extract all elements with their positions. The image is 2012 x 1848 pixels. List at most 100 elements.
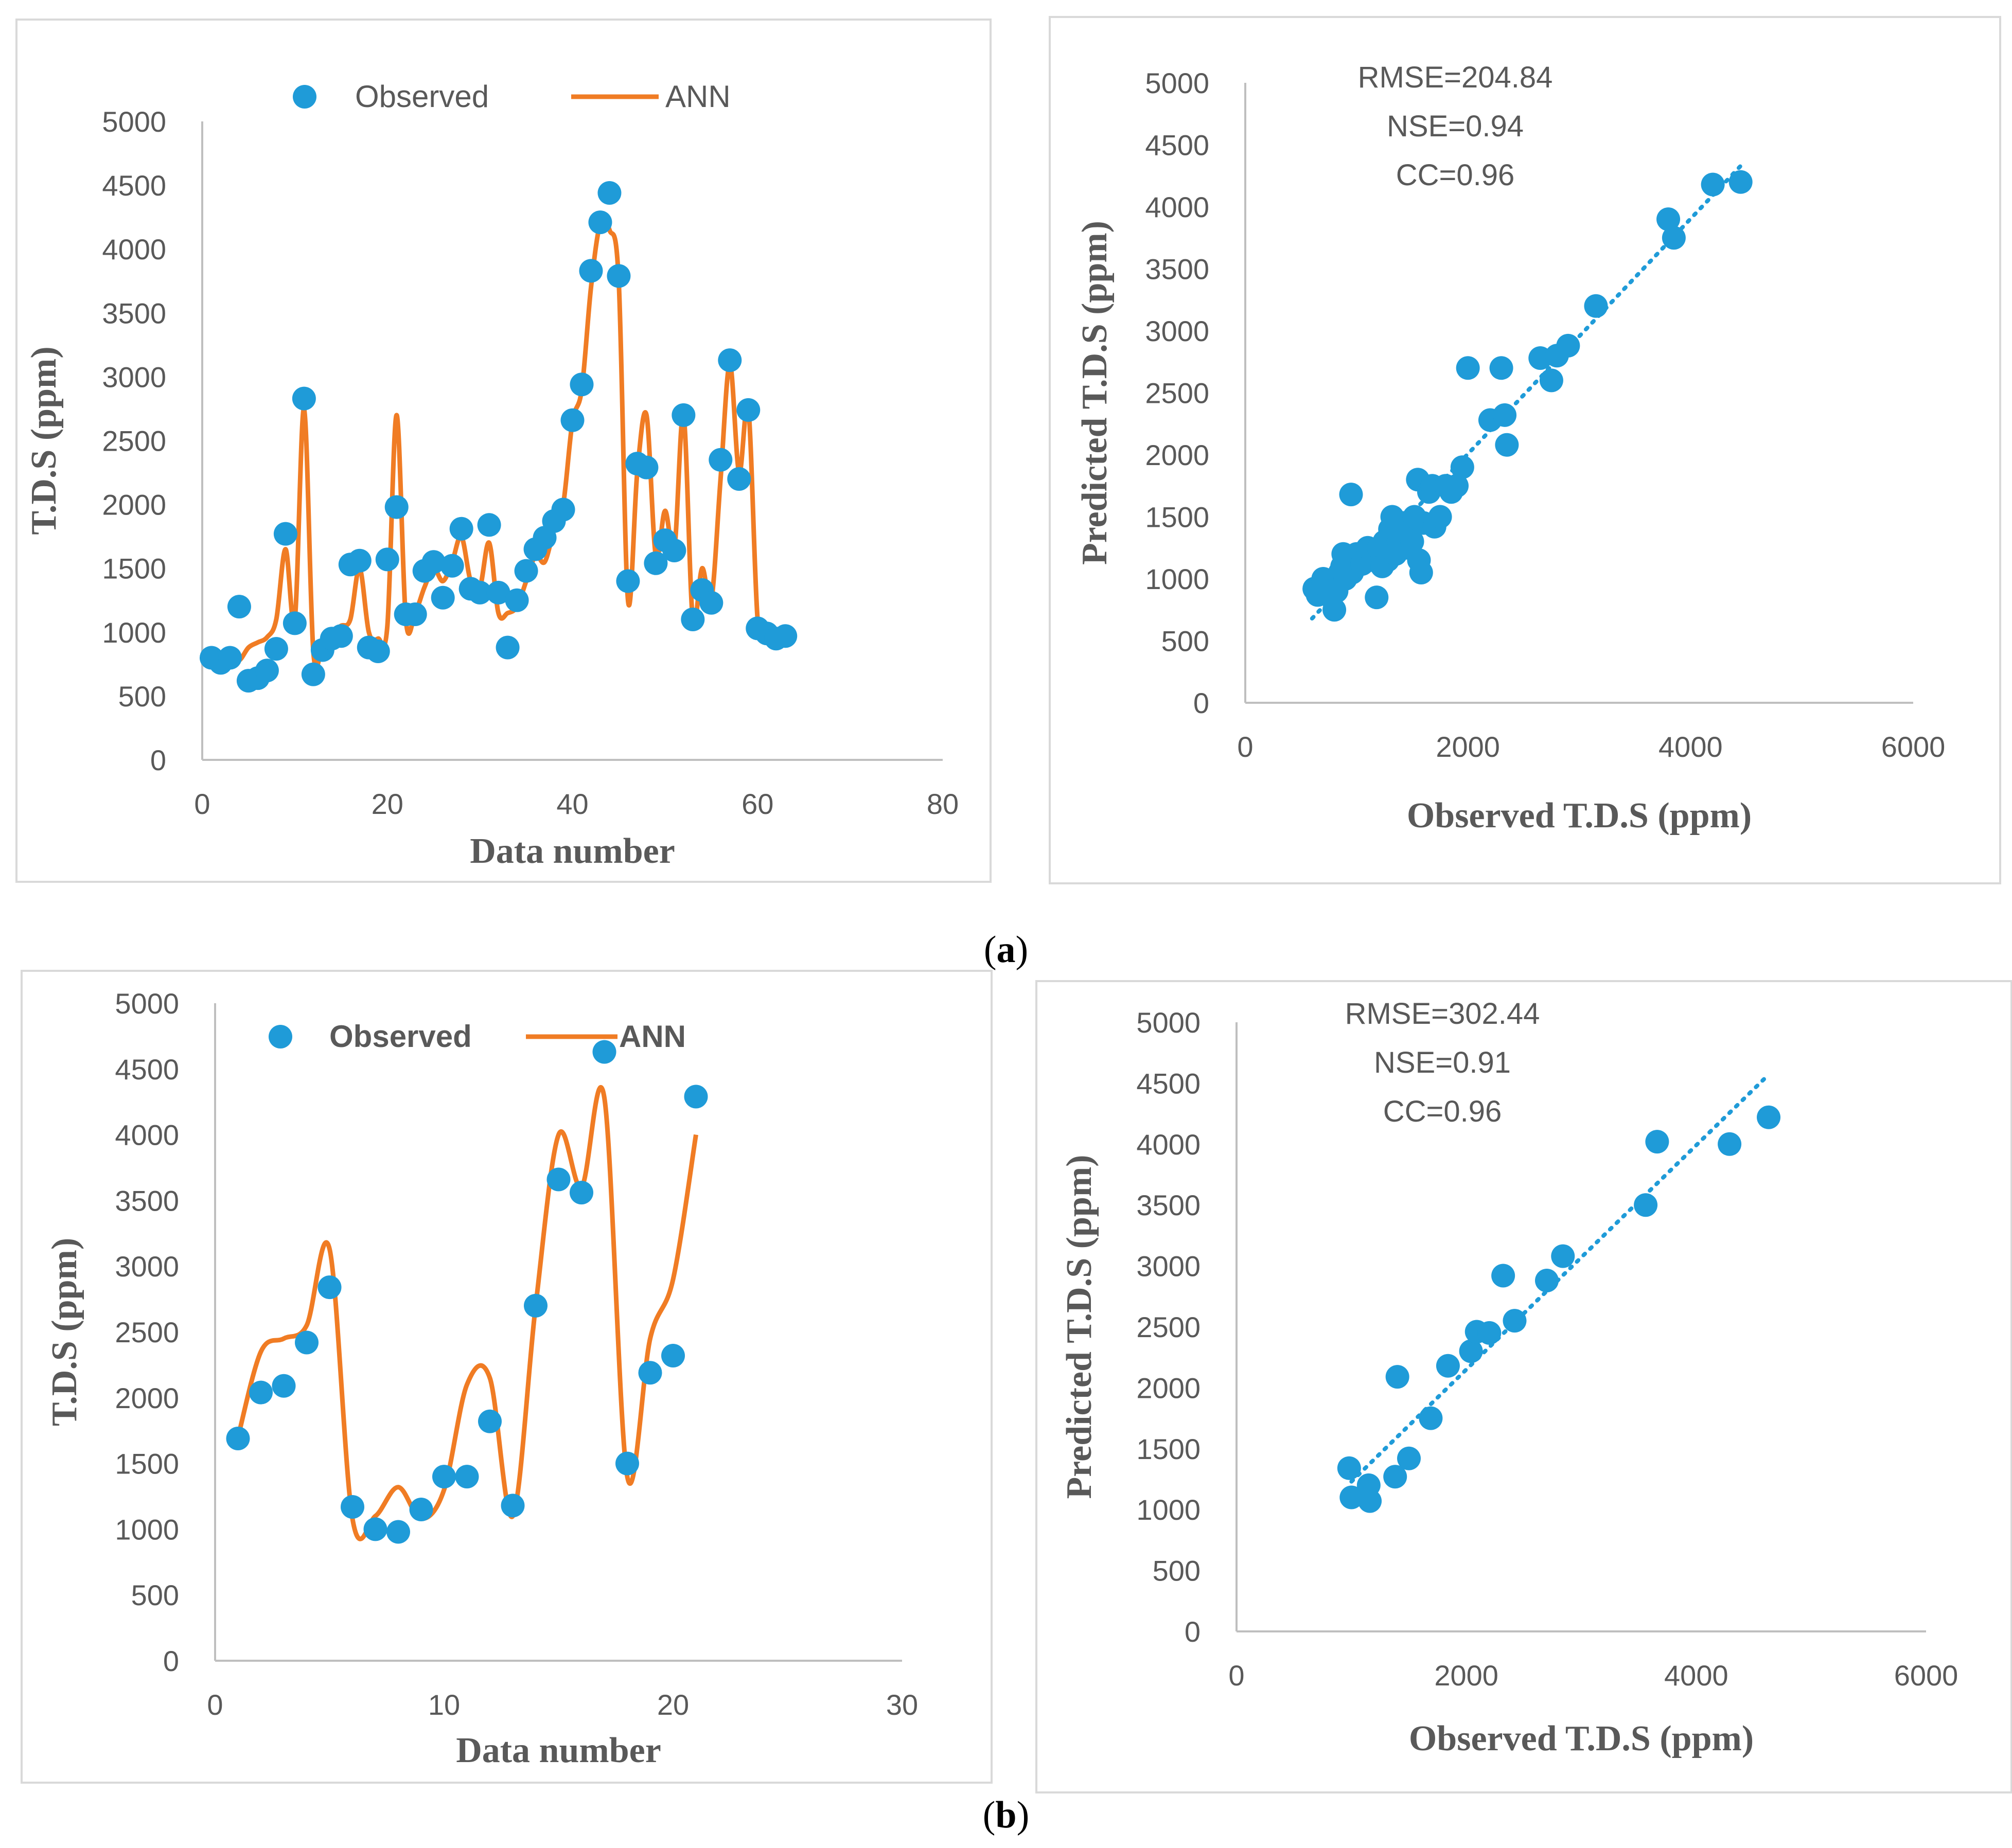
y-axis-title: T.D.S (ppm) [45,1238,84,1426]
y-tick-label: 5000 [1145,67,1209,99]
observed-point [375,547,399,572]
observed-point [329,624,353,648]
y-tick-label: 0 [1193,687,1209,719]
observed-point [363,1517,387,1541]
x-tick-label: 0 [194,788,210,820]
x-tick-label: 80 [927,788,959,820]
observed-point [496,635,520,660]
scatter-point [1539,368,1563,393]
observed-point [570,372,594,397]
y-tick-label: 3500 [1136,1189,1201,1221]
y-tick-label: 3500 [115,1184,179,1217]
y-tick-label: 500 [1153,1555,1201,1587]
y-tick-label: 1500 [102,553,166,585]
y-tick-label: 4000 [1136,1128,1201,1161]
observed-point [662,538,686,562]
observed-point [560,408,585,432]
observed-point [341,1495,364,1519]
y-tick-label: 5000 [102,105,166,138]
y-tick-label: 2000 [1145,439,1209,471]
panel-label-a-letter: a [997,929,1016,971]
scatter-point [1450,455,1474,479]
observed-point [546,1167,571,1192]
observed-point [615,1451,639,1476]
scatter-point [1556,333,1580,358]
observed-point [551,497,575,522]
observed-point [295,1330,319,1355]
y-tick-label: 500 [118,680,166,713]
observed-point [440,554,464,578]
observed-point [226,1427,250,1451]
observed-point [524,1293,548,1318]
chart-b-timeseries: 0 500 1000 1500 2000 2500 3000 3500 4000 4500 5000… [21,970,993,1784]
scatter-point [1728,170,1753,194]
scatter-point [1409,560,1433,584]
y-tick-label: 1000 [102,616,166,649]
observed-point [273,522,297,546]
observed-point [421,550,446,574]
chart-frame [1035,980,2012,1793]
observed-point [264,637,288,661]
y-tick-label: 4000 [115,1119,179,1151]
observed-point [501,1494,525,1518]
y-tick-label: 4500 [102,169,166,202]
y-tick-label: 2000 [102,489,166,521]
x-tick-label: 0 [1237,731,1253,763]
stat-annotation: CC=0.96 [1396,158,1515,192]
scatter-point [1489,356,1513,380]
observed-point [468,580,492,605]
scatter-point [1436,1354,1460,1378]
observed-point [505,588,529,612]
scatter-point [1397,1446,1421,1470]
y-tick-label: 4000 [102,233,166,265]
y-tick-label: 4500 [1136,1067,1201,1099]
x-axis-title: Data number [470,831,675,871]
observed-point [432,1465,456,1489]
x-tick-label: 6000 [1894,1659,1958,1692]
stat-annotation: NSE=0.94 [1387,110,1524,143]
trendline [1349,1072,1771,1484]
chart-frame [15,19,992,883]
panel-label-b-letter: b [995,1794,1016,1836]
panel-label-b: (b) [983,1794,1029,1836]
y-tick-label: 4000 [1145,191,1209,223]
y-tick-label: 2500 [1145,377,1209,410]
y-tick-label: 3000 [102,361,166,393]
scatter-point [1339,483,1363,507]
legend-ann-label: ANN [665,79,731,114]
chart-a-timeseries: 0 500 1000 1500 2000 2500 3000 3500 4000 4500 5000… [15,19,992,883]
y-axis-title: Predicted T.D.S (ppm) [1060,1155,1099,1499]
chart-frame [21,970,993,1784]
observed-point [347,548,372,573]
y-tick-label: 3000 [115,1250,179,1283]
x-tick-label: 60 [742,788,773,820]
observed-point [255,659,279,683]
scatter-point [1701,172,1725,197]
y-tick-label: 500 [1161,625,1209,658]
observed-point [455,1465,479,1489]
scatter-point [1495,433,1519,457]
scatter-point [1459,1339,1483,1363]
observed-point [477,513,501,537]
x-tick-label: 4000 [1658,731,1723,763]
y-tick-label: 5000 [115,987,179,1020]
scatter-point [1456,356,1480,380]
scatter-point [1419,1406,1443,1430]
y-tick-label: 3000 [1136,1250,1201,1283]
x-axis-title: Observed T.D.S (ppm) [1407,796,1752,836]
y-tick-label: 0 [163,1645,179,1677]
y-tick-label: 2500 [115,1316,179,1348]
scatter-point [1493,403,1517,427]
y-tick-label: 2500 [1136,1311,1201,1343]
legend-ann-label: ANN [619,1019,686,1054]
observed-point [478,1409,502,1433]
scatter-point [1584,294,1608,318]
y-tick-label: 1500 [115,1448,179,1480]
observed-point [661,1344,685,1368]
scatter-point [1385,1365,1409,1389]
y-tick-label: 0 [150,744,166,776]
y-tick-label: 1000 [1136,1494,1201,1526]
scatter-point [1322,598,1347,622]
y-tick-label: 4500 [1145,129,1209,162]
